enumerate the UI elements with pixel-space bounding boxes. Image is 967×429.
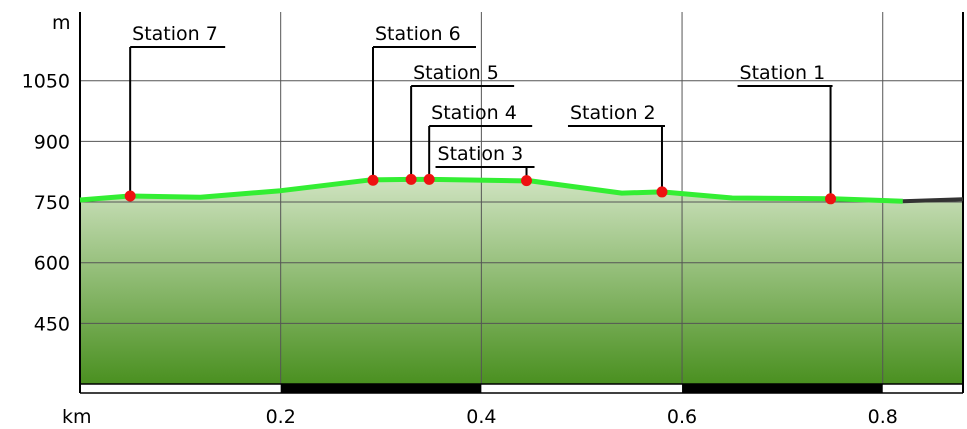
y-tick-label: 600	[34, 253, 70, 275]
station-marker	[124, 190, 136, 202]
station-marker	[656, 186, 668, 198]
elevation-area	[80, 179, 963, 384]
station-marker	[423, 173, 435, 185]
station-label: Station 4	[431, 102, 517, 124]
station-label: Station 5	[413, 62, 499, 84]
x-tick-label: 0.2	[266, 406, 296, 428]
y-tick-label: 1050	[22, 71, 70, 93]
station-marker	[405, 173, 417, 185]
axes	[79, 12, 964, 394]
x-tick-label: 0.6	[667, 406, 697, 428]
x-axis-label: km	[62, 406, 92, 428]
x-tick-label: 0.8	[868, 406, 898, 428]
stations: Station 7 Station 6 Station 5 Station 4 Stat…	[124, 23, 837, 205]
station-label: Station 1	[740, 62, 826, 84]
y-axis-label: m	[52, 12, 71, 34]
y-tick-label: 900	[34, 131, 70, 153]
y-tick-label: 750	[34, 192, 70, 214]
station-marker	[521, 175, 533, 187]
station-marker	[825, 193, 837, 205]
station-marker	[367, 174, 379, 186]
scale-bar-segment	[280, 384, 482, 393]
station-label: Station 7	[132, 23, 218, 45]
scale-bar-segment	[682, 384, 883, 393]
y-tick-label: 450	[34, 313, 70, 335]
x-tick-label: 0.4	[466, 406, 496, 428]
tick-labels: 450 600 750 900 1050 0.2 0.4 0.6 0.8	[22, 71, 898, 428]
station-label: Station 2	[570, 102, 656, 124]
grid	[80, 12, 963, 384]
elevation-line-tail	[902, 197, 964, 204]
station-label: Station 6	[375, 23, 461, 45]
station-label: Station 3	[438, 143, 524, 165]
distance-scale-bar	[280, 384, 883, 393]
